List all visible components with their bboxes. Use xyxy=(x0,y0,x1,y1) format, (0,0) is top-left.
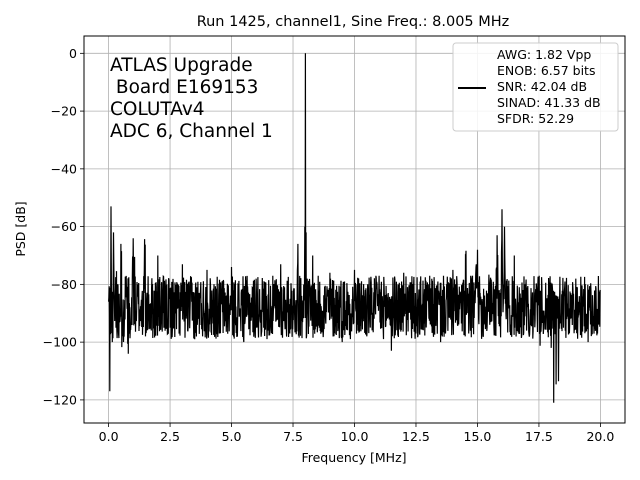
y-tick-label: −80 xyxy=(51,277,77,292)
y-tick-label: −20 xyxy=(51,104,77,119)
annotation-line-3: COLUTAv4 xyxy=(110,99,205,120)
x-tick-label: 5.0 xyxy=(222,429,242,444)
x-tick-label: 12.5 xyxy=(402,429,430,444)
y-tick-label: −60 xyxy=(51,219,77,234)
x-tick-label: 10.0 xyxy=(341,429,369,444)
psd-trace xyxy=(108,53,601,403)
legend-snr: SNR: 42.04 dB xyxy=(497,79,587,94)
legend-awg: AWG: 1.82 Vpp xyxy=(497,47,591,62)
y-tick-label: −100 xyxy=(43,335,77,350)
y-axis-ticks: 0 −20 −40 −60 −80 −100 −120 xyxy=(43,46,84,407)
y-tick-label: −40 xyxy=(51,161,77,176)
y-tick-label: −120 xyxy=(43,392,77,407)
x-tick-label: 7.5 xyxy=(283,429,303,444)
x-tick-label: 2.5 xyxy=(160,429,180,444)
psd-series-line xyxy=(108,53,601,403)
x-axis-label: Frequency [MHz] xyxy=(301,450,406,465)
legend: AWG: 1.82 Vpp ENOB: 6.57 bits SNR: 42.04… xyxy=(452,42,619,132)
legend-enob: ENOB: 6.57 bits xyxy=(497,63,595,78)
y-tick-label: 0 xyxy=(69,46,77,61)
legend-box xyxy=(452,42,619,132)
x-tick-label: 17.5 xyxy=(525,429,553,444)
annotation-line-2: Board E169153 xyxy=(110,77,258,98)
x-axis-ticks: 0.0 2.5 5.0 7.5 10.0 12.5 15.0 17.5 20.0 xyxy=(99,423,614,444)
x-tick-label: 15.0 xyxy=(464,429,492,444)
annotation-line-1: ATLAS Upgrade xyxy=(110,55,253,76)
annotation-line-4: ADC 6, Channel 1 xyxy=(110,121,273,142)
chart-title: Run 1425, channel1, Sine Freq.: 8.005 MH… xyxy=(197,14,510,30)
legend-sfdr: SFDR: 52.29 xyxy=(497,111,574,126)
x-tick-label: 0.0 xyxy=(99,429,119,444)
board-annotation: ATLAS Upgrade Board E169153 COLUTAv4 ADC… xyxy=(110,55,273,142)
y-axis-label: PSD [dB] xyxy=(13,201,28,256)
x-tick-label: 20.0 xyxy=(586,429,614,444)
legend-sinad: SINAD: 41.33 dB xyxy=(497,95,601,110)
